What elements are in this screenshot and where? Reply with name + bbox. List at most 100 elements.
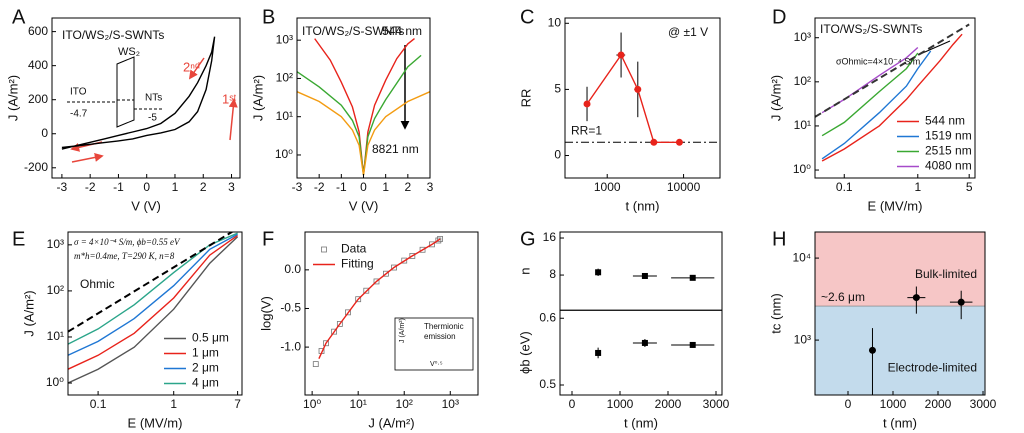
panel-letter: G [520,228,536,250]
plot-area [595,338,715,359]
point [437,236,443,242]
point [595,349,602,356]
frame [67,231,243,396]
x-tick-label: -3 [57,180,68,194]
point [675,138,683,146]
x-tick-label: 10³ [442,397,459,411]
x-tick-label: 3000 [703,397,730,411]
arrow [188,57,205,80]
y-tick-label: 5 [554,82,561,96]
y-tick-label: 600 [28,24,48,38]
x-tick-label: 3000 [970,397,997,411]
frame [814,17,976,179]
series-line [61,36,216,150]
frame [304,231,479,396]
frame [564,17,721,179]
series-line [318,238,441,359]
point [641,272,648,279]
point [391,264,397,271]
y-tick-label: -1.0 [280,339,301,353]
y-tick-label: 10² [276,71,293,85]
x-tick-label: 2000 [925,397,952,411]
plot-area [868,286,973,395]
frame [814,231,986,396]
series-line [68,233,238,356]
x-tick-label: 3 [228,180,235,194]
x-tick-label: 0 [845,397,852,411]
point [595,269,602,276]
panel-letter: A [12,6,26,28]
point [355,296,362,303]
x-tick-label: -3 [292,180,303,194]
series-line [821,33,963,162]
series-line [821,52,919,137]
x-tick-label: 1 [382,180,389,194]
x-tick-label: -1 [336,180,347,194]
x-tick-label: 7 [234,397,241,411]
point [689,274,696,281]
x-tick-label: 1 [914,180,921,194]
threshold-label: ~2.6 μm [821,290,865,304]
annotation: σ = 4×10⁻⁴ S/m, ϕb=0.55 eV [74,237,181,247]
series-line [815,23,970,118]
plot-area [595,268,715,281]
series-line [68,234,239,370]
annotation: ITO/WS₂/S-SWNTs [820,22,922,36]
y-tick-label: 10 [548,15,562,29]
frame [559,309,723,396]
y-tick-label: 10¹ [794,118,811,132]
y-tick-label: 0.6 [539,310,556,324]
panel-letter: E [12,228,25,250]
y-axis-label: J (A/m²) [768,75,783,121]
panel-letter: F [262,228,274,250]
plot-area [61,36,216,150]
point [641,339,648,346]
region-label: Electrode-limited [888,360,977,374]
y-axis-label: log(V) [258,296,273,331]
band-box [116,56,135,128]
plot-area [312,236,443,367]
x-tick-label: 2000 [655,397,682,411]
x-tick-label: 10000 [667,180,701,194]
y-tick-label: 10³ [276,32,293,46]
region [815,306,985,395]
y-axis-label: RR [518,89,533,108]
x-tick-label: 3 [427,180,434,194]
x-tick-label: 1 [170,397,177,411]
y-tick-label: 10⁰ [275,147,293,161]
x-tick-label: -2 [314,180,325,194]
y-tick-label: -200 [24,160,48,174]
frame [559,231,723,311]
annotation: Thermionic [424,322,464,331]
annotation: 2ⁿᵈ [183,59,200,74]
legend-label: 2 μm [192,361,219,375]
annotation: ITO [70,87,87,98]
legend-label: 4080 nm [925,159,972,173]
legend-swatch [321,246,327,253]
y-tick-label: 10² [47,283,64,297]
y-tick-label: 0.0 [284,262,301,276]
series-line [821,50,932,160]
panel-letter: H [772,228,786,250]
point [312,361,319,367]
annotation: V⁰·⁵ [430,360,443,368]
x-tick-label: 0 [360,180,367,194]
y-tick-label: -0.5 [280,301,301,315]
y-tick-label: 16 [543,230,557,244]
y-tick-label: 10⁰ [46,375,64,389]
plot-area [815,23,970,162]
annotation: @ ±1 V [668,25,708,39]
point [429,241,435,248]
point [868,346,876,354]
y-tick-label: 0.5 [539,377,556,391]
point [912,294,920,302]
arrow [71,152,104,163]
y-tick-label: 200 [28,92,48,106]
legend-label: Fitting [341,257,374,271]
legend-label: 544 nm [925,114,965,128]
y-tick-label: 10² [794,74,811,88]
x-tick-label: 0 [143,180,150,194]
y-tick-label: 10⁰ [793,162,811,176]
x-axis-label: t (nm) [624,415,658,430]
y-tick-label: 10³ [47,237,64,251]
